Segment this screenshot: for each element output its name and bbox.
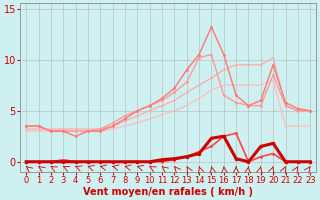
X-axis label: Vent moyen/en rafales ( km/h ): Vent moyen/en rafales ( km/h ) xyxy=(83,187,253,197)
